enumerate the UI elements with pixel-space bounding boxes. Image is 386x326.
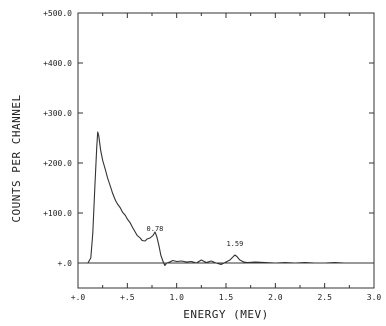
x-tick-label: +.0 (71, 293, 86, 302)
x-tick-label: 2.5 (317, 293, 332, 302)
y-tick-label: +400.0 (43, 59, 72, 68)
x-tick-label: +.5 (120, 293, 135, 302)
y-tick-label: +200.0 (43, 159, 72, 168)
x-tick-label: 3.0 (367, 293, 382, 302)
x-tick-label: 2.0 (268, 293, 283, 302)
annotations: 0.78 1.59 (147, 225, 244, 248)
y-tick-label: +300.0 (43, 109, 72, 118)
tick-labels: +.0 +.5 1.0 1.5 2.0 2.5 3.0 +.0 +100.0 +200.0 +300… (43, 9, 381, 302)
y-axis-title: COUNTS PER CHANNEL (10, 94, 23, 222)
y-tick-label: +.0 (58, 259, 73, 268)
spectrum-line (87, 131, 374, 267)
series (87, 131, 374, 267)
y-tick-label: +500.0 (43, 9, 72, 18)
peak-label: 0.78 (147, 225, 164, 233)
x-tick-label: 1.5 (219, 293, 234, 302)
x-axis-title: ENERGY (MEV) (183, 308, 268, 321)
ticks (77, 12, 375, 288)
y-tick-label: +100.0 (43, 209, 72, 218)
peak-label: 1.59 (226, 240, 243, 248)
x-tick-label: 1.0 (169, 293, 184, 302)
